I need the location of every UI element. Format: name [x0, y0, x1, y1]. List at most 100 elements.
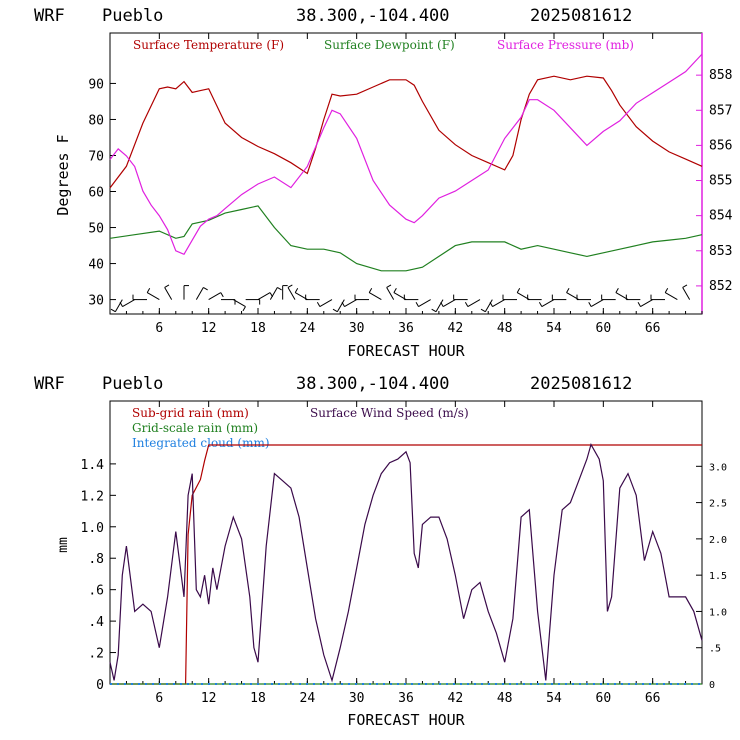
wind-barb — [415, 299, 431, 308]
x-tick-label: 66 — [645, 691, 661, 706]
y-tick-label: .4 — [88, 615, 104, 630]
y-tick-label: 80 — [88, 113, 104, 128]
x-tick-label: 18 — [250, 321, 266, 336]
x-tick-label: 12 — [201, 691, 217, 706]
x-tick-label: 60 — [596, 691, 612, 706]
y-tick-label: 70 — [88, 149, 104, 164]
wind-barb — [164, 284, 173, 300]
wind-barb — [341, 299, 357, 308]
wind-barbs — [110, 284, 691, 313]
y-tick-label: 1.0 — [81, 521, 104, 536]
wind-barb — [576, 294, 591, 301]
y2-tick-label: 0 — [709, 680, 715, 691]
axis-ticks-1: 6 12 18 24 30 36 42 48 54 60 66 30 40 50 60 70 80 90 852 85… — [88, 33, 733, 336]
header-coords: 38.300,-104.400 — [296, 6, 450, 26]
x-tick-label: 36 — [398, 321, 414, 336]
x-tick-label: 6 — [155, 691, 163, 706]
header-model: WRF — [34, 6, 65, 26]
legend-temperature: Surface Temperature (F) — [133, 38, 284, 52]
x-tick-label: 66 — [645, 321, 661, 336]
wind-barb — [403, 294, 419, 301]
x-tick-label: 30 — [349, 691, 365, 706]
wind-barb — [287, 284, 296, 300]
y-tick-label: 40 — [88, 258, 104, 273]
y-tick-label: 90 — [88, 77, 104, 92]
x-tick-label: 18 — [250, 691, 266, 706]
wind-barb — [664, 288, 678, 301]
series-line-pressure — [109, 53, 703, 256]
y2-tick-label: 852 — [709, 279, 732, 294]
wind-barb — [195, 287, 208, 300]
wind-barb — [431, 299, 444, 313]
wind-barb — [245, 299, 261, 305]
wind-barb — [682, 284, 691, 300]
y2-tick-label: 2.0 — [709, 535, 727, 546]
series-line-wind — [109, 442, 703, 683]
y2-tick-label: 858 — [709, 68, 732, 83]
header-station-2: Pueblo — [102, 374, 163, 394]
header-station: Pueblo — [102, 6, 163, 26]
y-axis-label-1: Degrees F — [54, 134, 72, 215]
wind-barb — [282, 285, 288, 300]
y2-tick-label: 2.5 — [709, 499, 727, 510]
y2-tick-label: 853 — [709, 244, 732, 259]
wind-barb — [221, 299, 236, 305]
legend-wind-speed: Surface Wind Speed (m/s) — [310, 406, 469, 420]
plot-frame-1 — [109, 32, 703, 315]
wind-barb — [551, 294, 567, 301]
x-tick-label: 42 — [448, 321, 464, 336]
wind-barb — [208, 292, 224, 301]
y-tick-label: 1.2 — [81, 489, 104, 504]
x-axis-label-2: FORECAST HOUR — [347, 711, 465, 729]
legend-pressure: Surface Pressure (mb) — [497, 38, 634, 52]
wind-barb — [538, 299, 555, 308]
wind-barb — [453, 294, 468, 301]
wind-barb — [316, 299, 333, 308]
wind-barb — [588, 299, 604, 308]
x-tick-label: 6 — [155, 321, 163, 336]
x-tick-label: 24 — [300, 321, 316, 336]
x-tick-label: 12 — [201, 321, 217, 336]
y-tick-label: 1.4 — [81, 458, 105, 473]
legend-gridscale-rain: Grid-scale rain (mm) — [132, 421, 258, 435]
x-tick-label: 30 — [349, 321, 365, 336]
y-tick-label: 60 — [88, 186, 104, 201]
x-tick-label: 60 — [596, 321, 612, 336]
x-axis-label-1: FORECAST HOUR — [347, 342, 465, 360]
wind-barb — [110, 299, 123, 313]
wind-barb — [269, 287, 282, 300]
y2-tick-label: 1.0 — [709, 607, 727, 618]
wind-barb — [386, 284, 395, 300]
legend-dewpoint: Surface Dewpoint (F) — [324, 38, 455, 52]
wind-barb — [625, 294, 641, 301]
x-tick-label: 36 — [398, 691, 414, 706]
x-tick-label: 24 — [300, 691, 316, 706]
wind-barb — [368, 288, 382, 301]
wind-barb — [146, 288, 160, 301]
series-line-temperature — [109, 75, 703, 189]
legend-subgrid-rain: Sub-grid rain (mm) — [132, 406, 249, 420]
panel-precip-wind-meteogram: WRF Pueblo 38.300,-104.400 2025081612 6 1… — [34, 374, 727, 729]
x-tick-label: 48 — [497, 321, 513, 336]
wind-barb — [440, 299, 456, 308]
series-line-dewpoint — [109, 205, 703, 272]
wind-barb — [132, 294, 147, 301]
wind-barb — [527, 294, 542, 301]
y2-tick-label: 855 — [709, 174, 732, 189]
wind-barb — [332, 299, 345, 313]
wind-barb — [502, 294, 517, 301]
header-model-2: WRF — [34, 374, 65, 394]
wind-barb — [637, 299, 653, 308]
series-lines-2 — [109, 442, 703, 685]
header-coords-2: 38.300,-104.400 — [296, 374, 450, 394]
y-tick-label: 50 — [88, 222, 104, 237]
x-tick-label: 54 — [546, 691, 562, 706]
series-line-subgrid — [110, 444, 702, 685]
panel-surface-meteogram: WRF Pueblo 38.300,-104.400 2025081612 6 1… — [34, 6, 733, 360]
y-tick-label: 30 — [88, 294, 104, 309]
y2-tick-label: 857 — [709, 103, 732, 118]
axis-ticks-2: 6 12 18 24 30 36 42 48 54 60 66 0 .2 .4 .6 .8 1.0 1.2 1.4 0… — [81, 401, 727, 706]
y2-tick-label: 3.0 — [709, 462, 727, 473]
wind-barb — [489, 299, 505, 308]
